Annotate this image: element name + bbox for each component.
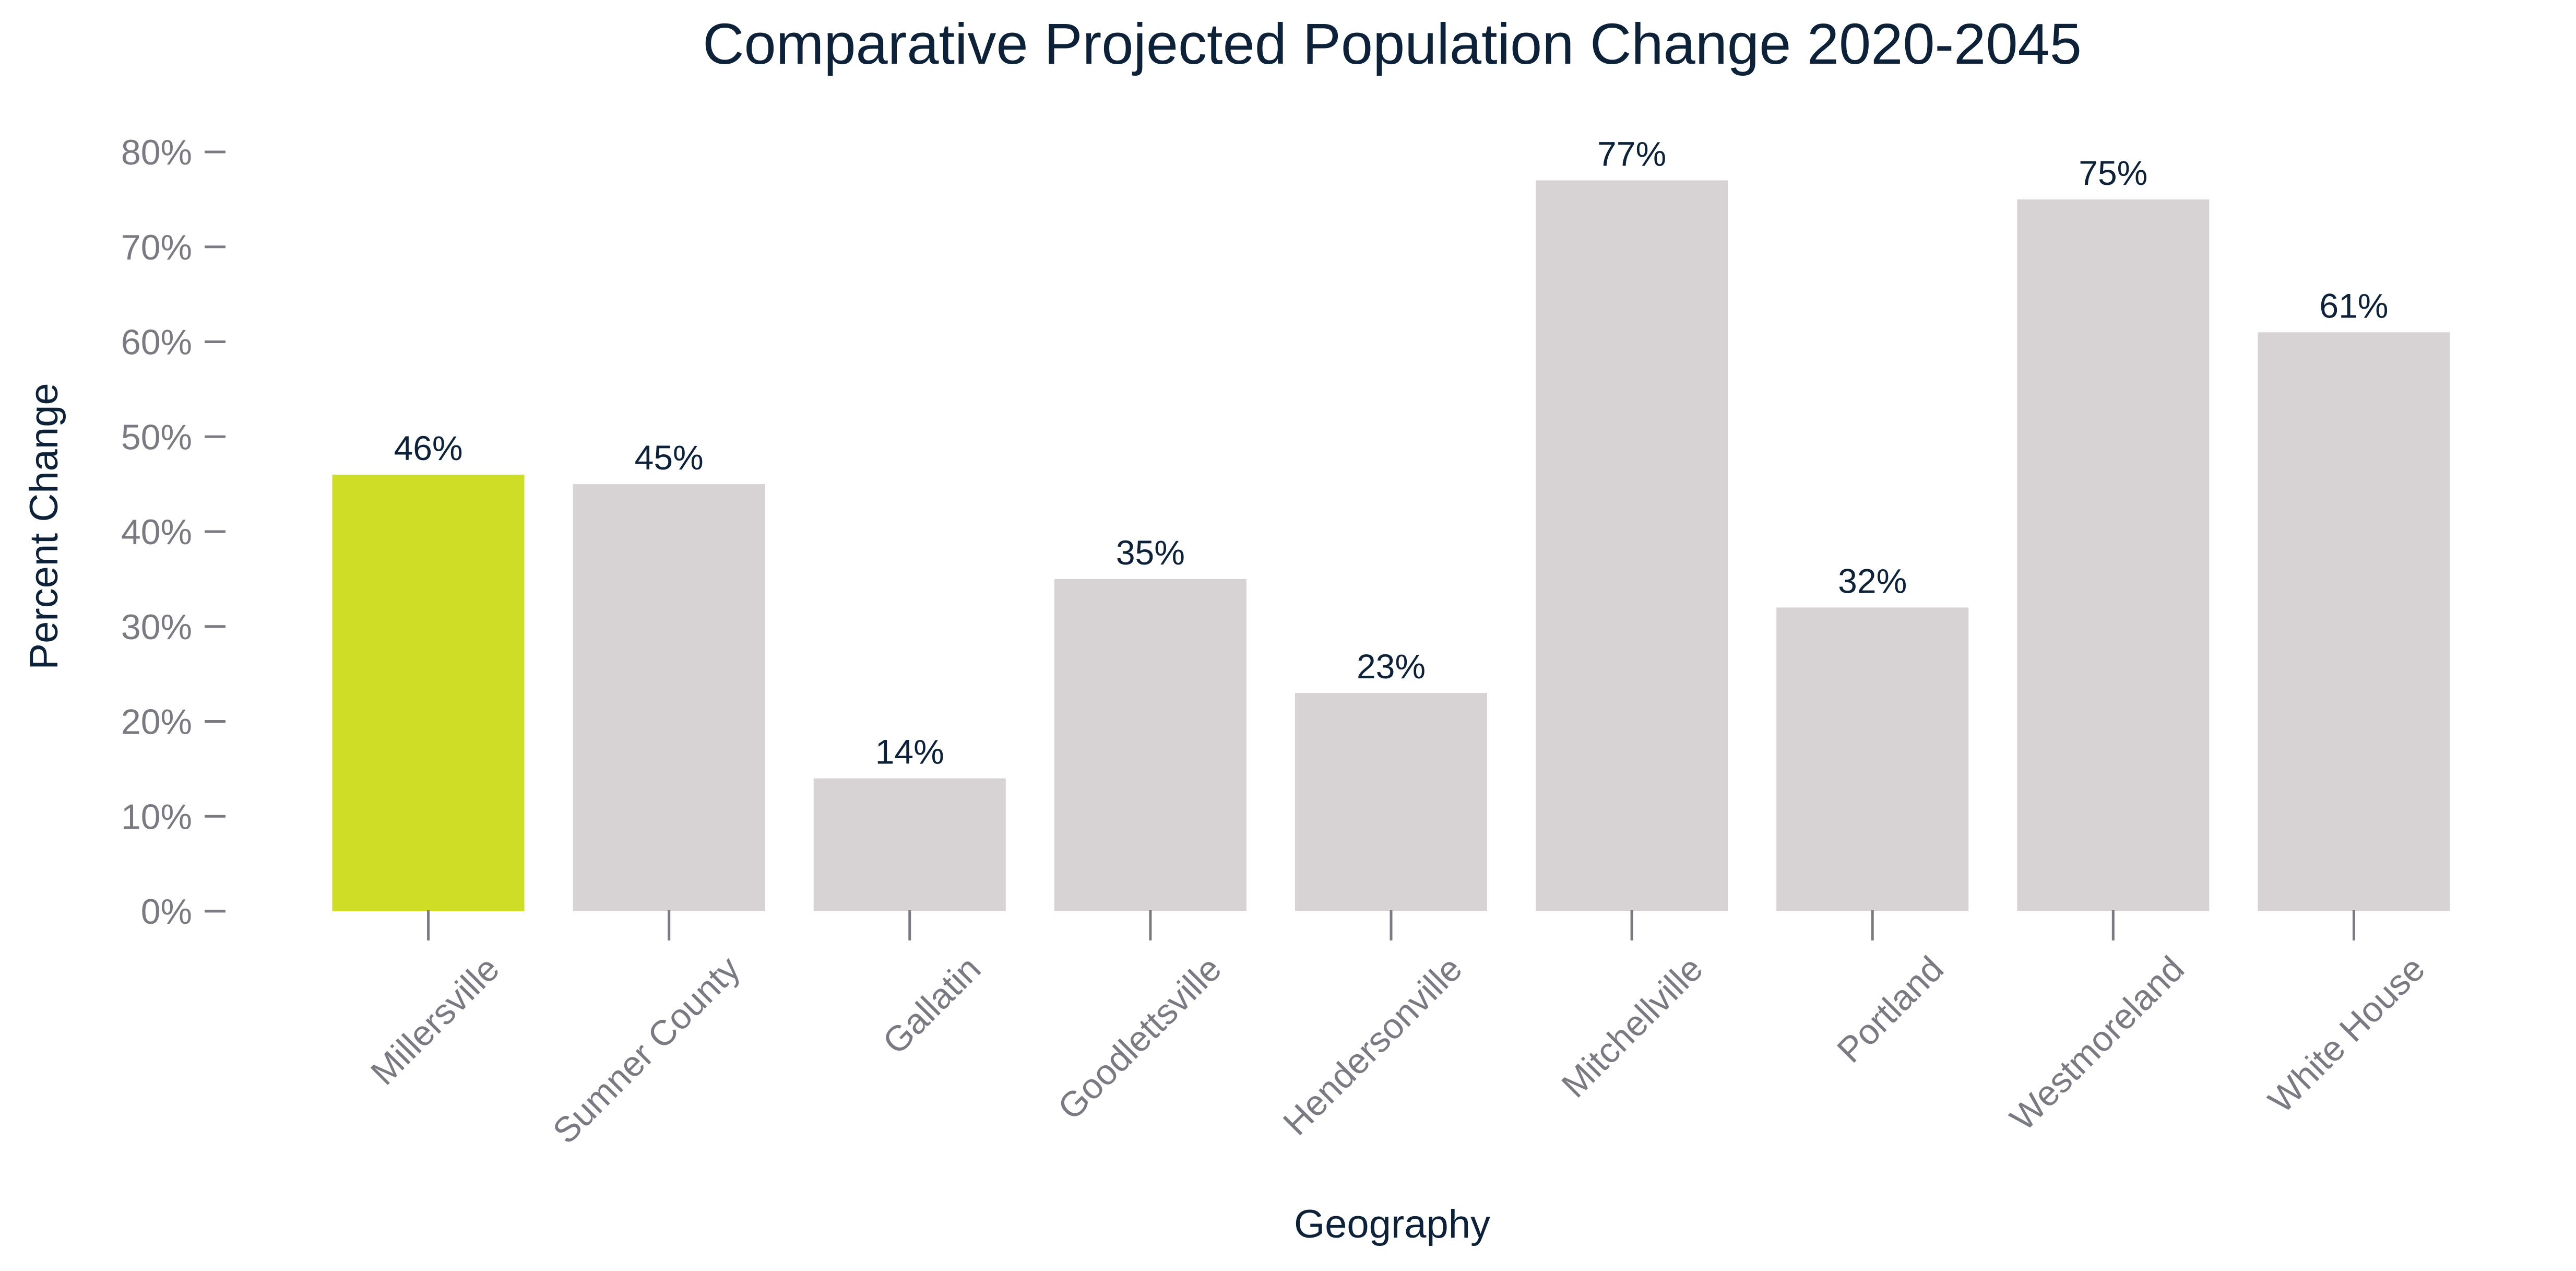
bar-hendersonville (1295, 692, 1487, 911)
bar-mitchellville (1536, 180, 1728, 911)
x-tick-label: Gallatin (875, 949, 989, 1062)
data-label: 77% (1597, 135, 1666, 173)
y-axis: 0% 10% 20% 30% 40% 50% 60% 70% 80% (121, 133, 225, 932)
bar-millersville (332, 474, 525, 911)
data-label: 75% (2079, 154, 2147, 192)
x-axis: Millersville Sumner County Gallatin Goodlet… (363, 910, 2432, 1151)
y-tick-label: 80% (121, 133, 192, 172)
y-tick-label: 10% (121, 797, 192, 837)
bar-goodlettsville (1054, 579, 1247, 911)
data-label: 32% (1838, 561, 1907, 600)
x-tick-label: Hendersonville (1276, 949, 1470, 1143)
data-label: 61% (2319, 286, 2388, 325)
y-axis-label: Percent Change (22, 383, 66, 669)
y-tick-label: 30% (121, 607, 192, 647)
x-tick-label: White House (2261, 949, 2432, 1121)
bar-gallatin (813, 778, 1006, 911)
y-tick-label: 50% (121, 417, 192, 457)
data-label: 14% (875, 733, 944, 771)
x-tick-label: Goodlettsville (1050, 949, 1229, 1127)
x-tick-label: Westmoreland (2002, 949, 2192, 1138)
x-axis-label: Geography (1294, 1202, 1490, 1246)
y-tick-label: 20% (121, 702, 192, 742)
x-tick-label: Sumner County (545, 949, 747, 1151)
x-tick-label: Mitchellville (1554, 949, 1711, 1105)
bar-westmoreland (2017, 199, 2210, 911)
x-tick-label: Portland (1830, 949, 1951, 1070)
bar-white-house (2258, 332, 2450, 912)
bar-portland (1776, 607, 1969, 911)
data-label: 45% (635, 438, 704, 477)
x-tick-label: Millersville (363, 949, 507, 1092)
y-tick-label: 40% (121, 512, 192, 552)
bars-group: 46% 45% 14% 35% 23% 77% 32% 75% 61% (332, 135, 2450, 912)
data-label: 46% (394, 429, 463, 467)
chart-title: Comparative Projected Population Change … (703, 12, 2082, 76)
y-tick-label: 60% (121, 323, 192, 362)
y-tick-label: 0% (141, 892, 192, 932)
y-tick-label: 70% (121, 228, 192, 267)
data-label: 35% (1116, 533, 1185, 572)
bar-sumner-county (573, 484, 765, 911)
data-label: 23% (1357, 647, 1426, 686)
